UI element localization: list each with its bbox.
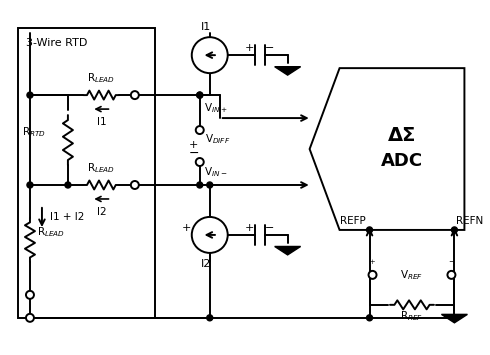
Polygon shape <box>310 68 465 230</box>
Text: R$_{REF}$: R$_{REF}$ <box>400 309 423 323</box>
Circle shape <box>192 217 228 253</box>
Text: R$_{RTD}$: R$_{RTD}$ <box>22 125 46 139</box>
Circle shape <box>27 92 33 98</box>
Circle shape <box>192 37 228 73</box>
Text: I1: I1 <box>97 117 106 127</box>
Circle shape <box>26 291 34 299</box>
Circle shape <box>447 271 455 279</box>
Text: 3-Wire RTD: 3-Wire RTD <box>26 38 87 48</box>
Text: V$_{DIFF}$: V$_{DIFF}$ <box>205 132 230 146</box>
Text: +: + <box>189 140 198 150</box>
Circle shape <box>131 91 139 99</box>
Circle shape <box>196 126 204 134</box>
Text: R$_{LEAD}$: R$_{LEAD}$ <box>87 71 116 85</box>
Text: REFP: REFP <box>340 216 366 226</box>
Text: +: + <box>245 43 254 53</box>
Text: I1 + I2: I1 + I2 <box>50 212 84 222</box>
Text: $^-$: $^-$ <box>447 259 456 269</box>
Circle shape <box>367 227 372 233</box>
Text: ΔΣ: ΔΣ <box>388 126 416 144</box>
Text: −: − <box>265 43 274 53</box>
Text: REFN: REFN <box>456 216 484 226</box>
Circle shape <box>65 182 71 188</box>
Text: I2: I2 <box>97 207 106 217</box>
Text: R$_{LEAD}$: R$_{LEAD}$ <box>87 161 116 175</box>
Circle shape <box>197 92 203 98</box>
Circle shape <box>368 271 376 279</box>
Circle shape <box>27 182 33 188</box>
Text: +: + <box>182 223 192 233</box>
Text: V$_{REF}$: V$_{REF}$ <box>400 268 423 282</box>
Text: −: − <box>189 147 199 160</box>
Circle shape <box>207 182 213 188</box>
Circle shape <box>196 158 204 166</box>
Bar <box>18 28 155 318</box>
Circle shape <box>131 181 139 189</box>
Circle shape <box>197 92 203 98</box>
Polygon shape <box>441 315 467 323</box>
Text: V$_{IN-}$: V$_{IN-}$ <box>204 165 227 179</box>
Text: ADC: ADC <box>381 152 423 170</box>
Circle shape <box>451 315 458 321</box>
Text: I2: I2 <box>200 259 211 269</box>
Text: I1: I1 <box>200 22 211 32</box>
Text: $^+$: $^+$ <box>368 259 377 269</box>
Text: +: + <box>245 223 254 233</box>
Circle shape <box>451 227 458 233</box>
Text: R$_{LEAD}$: R$_{LEAD}$ <box>37 225 65 239</box>
Polygon shape <box>275 246 301 255</box>
Circle shape <box>197 182 203 188</box>
Circle shape <box>367 315 372 321</box>
Text: −: − <box>209 223 219 233</box>
Circle shape <box>26 314 34 322</box>
Text: −: − <box>265 223 274 233</box>
Circle shape <box>207 315 213 321</box>
Text: V$_{IN+}$: V$_{IN+}$ <box>204 101 227 115</box>
Polygon shape <box>275 67 301 75</box>
